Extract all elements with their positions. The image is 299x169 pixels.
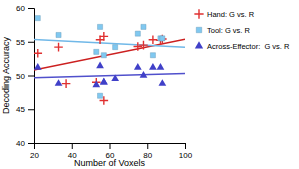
point: [92, 78, 101, 87]
tick: 100: [179, 143, 193, 160]
tick: 50: [16, 72, 34, 81]
point: [34, 63, 42, 70]
y-axis: 40 45 50 55 60: [16, 4, 34, 148]
point: [134, 42, 143, 51]
tick: 45: [16, 105, 34, 114]
point: [34, 49, 42, 58]
point: [134, 63, 142, 70]
series-points: [34, 62, 166, 88]
point: [98, 24, 103, 29]
tick-mark: [110, 143, 111, 149]
axis-line: [28, 9, 35, 144]
marks: [34, 16, 185, 105]
point: [35, 16, 40, 21]
trend-line: [34, 74, 185, 78]
tick: 40: [16, 139, 34, 148]
tick: 55: [16, 38, 34, 47]
point: [139, 41, 148, 50]
legend-item: Across-Effector: G vs. R: [195, 41, 290, 50]
point: [158, 35, 167, 44]
legend-marker: [194, 9, 203, 18]
point: [111, 74, 119, 81]
point: [140, 71, 148, 78]
point: [135, 31, 140, 36]
point: [54, 43, 63, 52]
point: [98, 93, 103, 98]
tick-mark: [28, 8, 34, 9]
point: [101, 53, 106, 58]
legend-item: Tool: G vs. R: [196, 26, 250, 35]
point: [149, 63, 157, 70]
point: [100, 78, 108, 85]
point: [149, 35, 158, 44]
point: [92, 80, 100, 87]
y-axis-title: Decoding Accuracy: [1, 36, 11, 114]
point: [157, 63, 165, 70]
plot: 204060801004045505560Number of VoxelsDec…: [1, 4, 193, 168]
series-points: [35, 16, 165, 99]
tick-label: 20: [30, 151, 39, 160]
tick-mark: [28, 109, 34, 110]
trend-line: [34, 39, 185, 70]
tick-label: 40: [16, 139, 25, 148]
legend: Hand: G vs. R Tool: G vs. R Across-Effecto…: [194, 9, 290, 50]
point: [55, 79, 63, 86]
tick-mark: [28, 143, 34, 144]
tick-mark: [147, 143, 148, 149]
chart: 204060801004045505560Number of VoxelsDec…: [0, 0, 299, 169]
point: [113, 45, 118, 50]
legend-marker: [196, 27, 201, 32]
point: [100, 78, 108, 85]
tick-mark: [28, 42, 34, 43]
point: [141, 24, 146, 29]
tick-label: 50: [16, 72, 25, 81]
point: [150, 53, 155, 58]
tick-label: 55: [16, 38, 25, 47]
point: [156, 36, 165, 45]
point: [56, 32, 61, 37]
series-points: [34, 32, 167, 105]
point: [160, 36, 165, 41]
legend-label: Across-Effector: G vs. R: [207, 42, 290, 51]
tick: 20: [30, 143, 39, 160]
tick-mark: [28, 76, 34, 77]
axis-line: [35, 144, 186, 150]
legend-marker: [195, 41, 203, 48]
tick: 60: [16, 4, 34, 13]
tick-mark: [185, 143, 186, 149]
point: [158, 79, 166, 86]
point: [62, 79, 71, 88]
tick-label: 100: [179, 151, 193, 160]
point: [94, 49, 99, 54]
tick-mark: [72, 143, 73, 149]
legend-label: Hand: G vs. R: [207, 10, 255, 19]
legend-item: Hand: G vs. R: [194, 9, 254, 18]
point: [100, 32, 109, 41]
tick-label: 45: [16, 105, 25, 114]
x-axis-title: Number of Voxels: [74, 158, 146, 168]
point: [96, 62, 104, 69]
tick-label: 60: [16, 4, 25, 13]
legend-label: Tool: G vs. R: [207, 26, 251, 35]
